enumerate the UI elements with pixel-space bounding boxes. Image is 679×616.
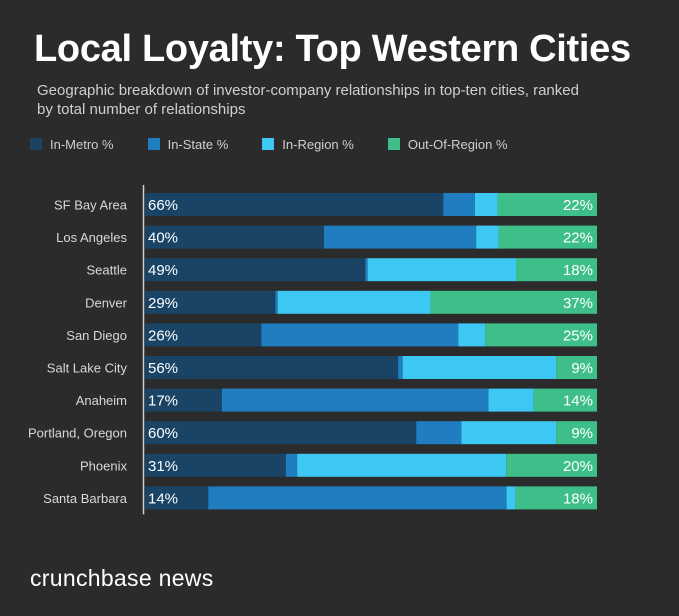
data-label-out-of-region-los-angeles: 22% [563, 230, 593, 247]
bar-sf-bay-area-out-of-region [497, 193, 597, 216]
bar-denver-in-region [277, 290, 431, 314]
bar-portland-oregon-in-state [416, 421, 462, 445]
chart-subtitle: Geographic breakdown of investor-company… [37, 82, 579, 118]
category-label-denver: Denver [85, 295, 128, 310]
data-label-out-of-region-seattle: 18% [563, 262, 593, 279]
bar-sf-bay-area-in-region [474, 193, 498, 216]
bar-salt-lake-city-in-state [398, 356, 403, 379]
legend-swatch-in-metro [30, 138, 42, 150]
bar-santa-barbara-in-region [506, 486, 516, 510]
category-label-sf-bay-area: SF Bay Area [54, 198, 128, 213]
data-label-out-of-region-anaheim: 14% [563, 393, 593, 410]
category-label-san-diego: San Diego [66, 328, 127, 343]
bar-phoenix-out-of-region [506, 453, 597, 477]
legend-item-in-region: In-Region % [262, 137, 354, 152]
bar-los-angeles-in-region [476, 225, 499, 249]
legend: In-Metro % In-State % In-Region % Out-Of… [30, 136, 542, 152]
bar-los-angeles-out-of-region [498, 225, 597, 249]
bar-anaheim-in-metro [145, 388, 222, 412]
bar-sf-bay-area-in-state [443, 193, 475, 216]
legend-label-in-metro: In-Metro % [50, 136, 114, 152]
data-label-in-metro-anaheim: 17% [148, 393, 178, 410]
category-label-santa-barbara: Santa Barbara [43, 491, 128, 506]
bar-denver-out-of-region [430, 290, 597, 314]
legend-swatch-in-state [147, 138, 160, 150]
data-label-in-metro-los-angeles: 40% [148, 230, 178, 247]
data-label-in-metro-seattle: 49% [148, 262, 178, 279]
bar-san-diego-in-state [261, 323, 459, 347]
data-label-out-of-region-san-diego: 25% [563, 327, 593, 344]
bar-salt-lake-city-in-region [402, 356, 557, 379]
bar-los-angeles-in-state [324, 225, 477, 249]
bar-santa-barbara-out-of-region [515, 486, 597, 510]
data-label-in-metro-sf-bay-area: 66% [148, 197, 178, 214]
bar-seattle-out-of-region [516, 258, 597, 282]
legend-item-out-of-region: Out-Of-Region % [387, 136, 508, 152]
bar-salt-lake-city-out-of-region [556, 356, 597, 379]
data-label-out-of-region-portland-oregon: 9% [571, 425, 593, 442]
chart-title: Local Loyalty: Top Western Cities [34, 28, 631, 70]
category-label-phoenix: Phoenix [80, 458, 127, 473]
category-label-anaheim: Anaheim [76, 393, 127, 408]
legend-item-in-state: In-State % [147, 136, 229, 152]
bar-anaheim-in-region [488, 388, 534, 412]
bar-portland-oregon-in-metro [145, 421, 417, 445]
bar-portland-oregon-in-region [461, 421, 557, 445]
data-label-out-of-region-santa-barbara: 18% [563, 490, 593, 507]
bar-anaheim-in-state [221, 388, 489, 412]
legend-swatch-out-of-region [387, 138, 400, 150]
bar-sf-bay-area-in-metro [145, 193, 444, 216]
bar-anaheim-out-of-region [533, 388, 597, 412]
legend-label-in-region: In-Region % [282, 136, 354, 152]
bar-phoenix-in-region [297, 453, 507, 477]
data-label-out-of-region-phoenix: 20% [563, 458, 593, 475]
data-label-in-metro-salt-lake-city: 56% [148, 360, 178, 377]
brand-logo: crunchbase news [30, 565, 214, 591]
data-label-out-of-region-salt-lake-city: 9% [571, 360, 593, 377]
category-label-los-angeles: Los Angeles [56, 230, 127, 245]
bar-san-diego-in-metro [145, 323, 262, 347]
legend-swatch-in-region [262, 138, 275, 150]
bar-los-angeles-in-metro [145, 225, 325, 249]
bar-santa-barbara-in-metro [145, 486, 209, 510]
data-label-out-of-region-sf-bay-area: 22% [563, 197, 593, 214]
bar-san-diego-out-of-region [485, 323, 597, 347]
category-label-portland-oregon: Portland, Oregon [28, 426, 127, 441]
legend-item-in-metro: In-Metro % [30, 137, 114, 152]
data-label-in-metro-phoenix: 31% [148, 458, 178, 475]
legend-label-out-of-region: Out-Of-Region % [407, 136, 508, 152]
bar-denver-in-metro [145, 290, 276, 314]
bar-denver-in-state [275, 290, 278, 314]
bar-santa-barbara-in-state [208, 486, 507, 510]
bar-phoenix-in-metro [145, 453, 286, 477]
legend-label-in-state: In-State % [167, 136, 229, 152]
bar-san-diego-in-region [458, 323, 486, 347]
data-label-in-metro-denver: 29% [148, 295, 178, 312]
bar-salt-lake-city-in-metro [145, 356, 399, 379]
bar-portland-oregon-out-of-region [556, 421, 597, 445]
data-label-out-of-region-denver: 37% [563, 295, 593, 312]
data-label-in-metro-portland-oregon: 60% [148, 425, 178, 442]
category-label-seattle: Seattle [87, 263, 127, 278]
bar-seattle-in-metro [145, 258, 366, 282]
bar-seattle-in-region [367, 258, 517, 282]
category-label-salt-lake-city: Salt Lake City [47, 361, 128, 376]
bar-phoenix-in-state [285, 453, 298, 477]
bar-seattle-in-state [365, 258, 368, 282]
data-label-in-metro-santa-barbara: 14% [148, 490, 178, 507]
data-label-in-metro-san-diego: 26% [148, 327, 178, 344]
